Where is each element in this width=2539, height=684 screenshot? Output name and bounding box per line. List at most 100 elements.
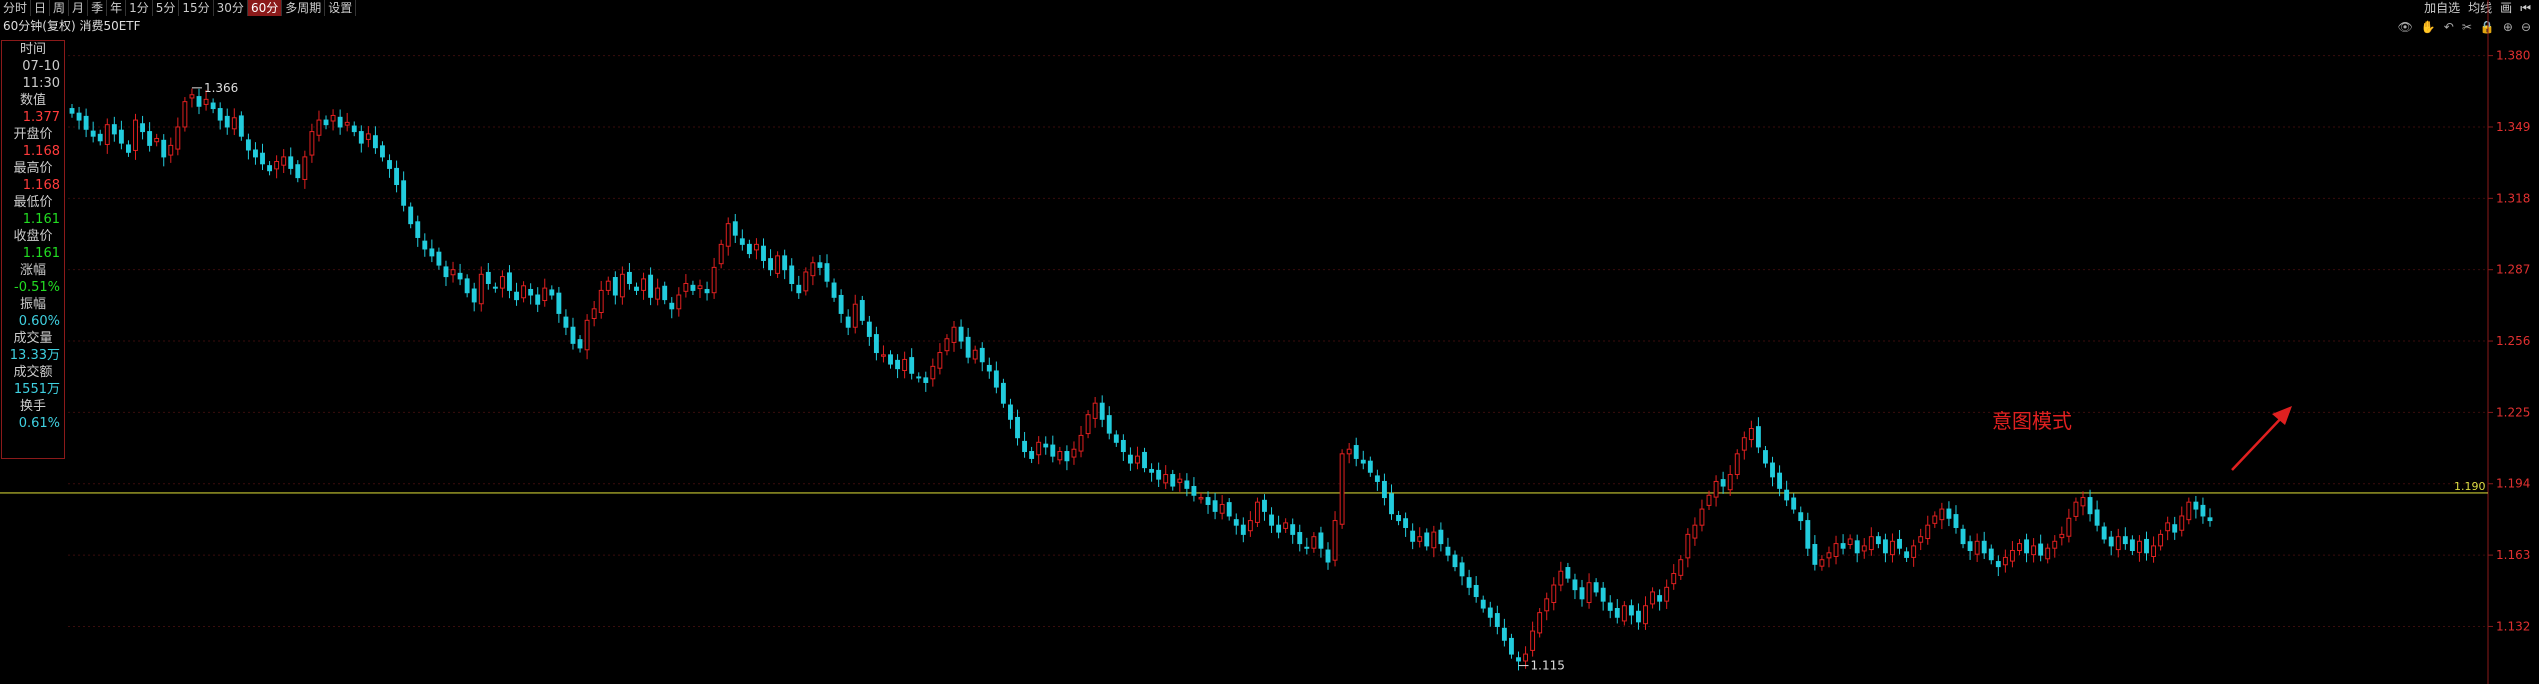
candle-body [2101, 526, 2107, 540]
candle-body [1798, 512, 1804, 522]
topright-action-2[interactable]: 画 [2500, 1, 2513, 15]
candle-body [2038, 543, 2044, 556]
candle-body [1480, 599, 1486, 609]
candle-body [2108, 536, 2114, 547]
candle-body [662, 285, 668, 301]
candle-body [1297, 532, 1303, 545]
candle-body [1360, 459, 1366, 464]
candle-body [175, 126, 181, 150]
tab-3[interactable]: 月 [69, 0, 89, 16]
hand-icon[interactable]: ✋ [2420, 20, 2436, 34]
undo-icon[interactable]: ↶ [2443, 20, 2454, 34]
candle-body [669, 302, 675, 310]
candle-body [2017, 543, 2022, 551]
candle-body [189, 94, 195, 99]
candle-body [245, 139, 251, 151]
candle-body [1727, 474, 1733, 491]
candle-body [1170, 474, 1176, 487]
candle-body [281, 156, 287, 166]
candle-body [443, 266, 449, 278]
tab-0[interactable]: 分时 [0, 0, 32, 16]
y-tick-label: 1.380 [2496, 49, 2530, 63]
candle-body [330, 114, 336, 122]
candle-body [965, 336, 971, 358]
info-value: 1.168 [22, 178, 60, 193]
candle-body [1685, 533, 1691, 559]
candle-body [612, 277, 618, 296]
candle-body [1156, 469, 1162, 480]
low-marker-label: 1.115 [1531, 659, 1565, 673]
candle-body [457, 272, 463, 280]
candle-body [1254, 501, 1260, 523]
zoom-out-icon[interactable]: ⊖ [2520, 20, 2531, 34]
candle-body [76, 112, 82, 121]
candle-body [641, 278, 646, 291]
candle-body [133, 119, 138, 151]
tab-1[interactable]: 日 [31, 0, 51, 16]
candle-body [1932, 515, 1938, 524]
candle-body [83, 115, 89, 130]
info-value: 1.168 [22, 144, 60, 159]
candle-body [866, 321, 872, 337]
tab-5[interactable]: 年 [107, 0, 127, 16]
y-tick-label: 1.225 [2496, 405, 2530, 419]
topright-action-0[interactable]: 加自选 [2424, 1, 2461, 15]
eye-icon[interactable]: 👁 [2397, 20, 2413, 34]
tab-6[interactable]: 1分 [126, 0, 153, 16]
info-value: 1551万 [13, 382, 60, 397]
candle-body [1473, 584, 1479, 598]
skip-back-icon[interactable]: ⏮ [2520, 1, 2531, 15]
candle-body [1036, 441, 1042, 456]
candle-body [492, 286, 498, 289]
tab-7[interactable]: 5分 [153, 0, 180, 16]
candle-body [1325, 549, 1331, 563]
tab-12[interactable]: 设置 [325, 0, 357, 16]
candle-body [895, 359, 901, 370]
candle-body [1417, 536, 1423, 542]
candle-body [1840, 543, 1846, 549]
tab-8[interactable]: 15分 [179, 0, 214, 16]
scissors-icon[interactable]: ✂ [2461, 20, 2472, 34]
tab-9[interactable]: 30分 [214, 0, 248, 16]
candle-body [2073, 501, 2079, 517]
candle-body [302, 156, 308, 180]
candle-body [775, 255, 781, 274]
high-marker-label: 1.366 [204, 81, 238, 95]
candle-body [1269, 514, 1274, 526]
candle-body [1381, 480, 1387, 499]
candle-body [97, 133, 103, 142]
tab-4[interactable]: 季 [88, 0, 108, 16]
candle-body [923, 377, 929, 383]
lock-icon[interactable]: 🔒 [2479, 20, 2495, 34]
candle-body [1868, 536, 1874, 551]
candle-body [1537, 612, 1543, 634]
candle-body [1071, 448, 1077, 458]
candle-body [958, 326, 964, 342]
candle-body [1875, 536, 1881, 545]
candle-body [768, 258, 773, 271]
candle-body [930, 365, 936, 380]
info-value: 13.33万 [9, 348, 60, 363]
tab-10[interactable]: 60分 [247, 0, 283, 16]
candle-body [1015, 416, 1020, 439]
top-right-actions: 加自选 均线画 ⏮ [2424, 0, 2531, 16]
candle-body [1459, 562, 1465, 577]
candle-body [845, 316, 851, 328]
candle-body [1763, 450, 1768, 464]
tab-2[interactable]: 周 [50, 0, 70, 16]
topright-action-1[interactable]: 均线 [2468, 1, 2493, 15]
candle-body [1755, 426, 1761, 448]
info-value: 07-10 [22, 59, 60, 74]
zoom-in-icon[interactable]: ⊕ [2502, 20, 2513, 34]
candle-body [1854, 540, 1860, 554]
candle-body [2087, 497, 2093, 515]
candle-body [1487, 607, 1493, 618]
candle-body [1713, 480, 1719, 498]
candle-body [1678, 559, 1684, 576]
tab-11[interactable]: 多周期 [282, 0, 326, 16]
candle-body [1565, 567, 1571, 579]
candle-body [372, 135, 378, 149]
y-tick-label: 1.287 [2496, 263, 2530, 277]
y-tick-label: 1.256 [2496, 334, 2530, 348]
